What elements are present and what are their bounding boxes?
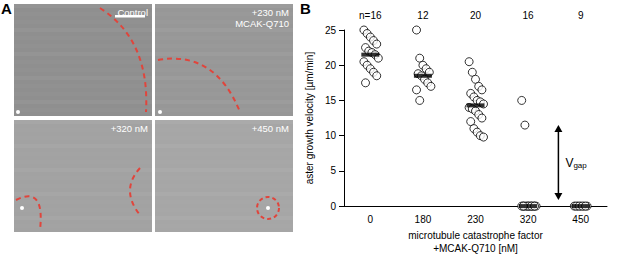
svg-text:0: 0: [330, 201, 336, 212]
svg-text:9: 9: [578, 10, 584, 21]
svg-text:5: 5: [330, 165, 336, 176]
svg-text:20: 20: [325, 60, 337, 71]
svg-text:+230 nM: +230 nM: [252, 7, 289, 18]
svg-text:25: 25: [325, 25, 337, 36]
svg-text:0: 0: [368, 214, 374, 225]
svg-text:+MCAK-Q710 [nM]: +MCAK-Q710 [nM]: [433, 243, 518, 254]
svg-text:15: 15: [325, 95, 337, 106]
svg-text:12: 12: [417, 10, 429, 21]
svg-text:450: 450: [572, 214, 589, 225]
svg-text:V: V: [565, 156, 573, 170]
svg-text:MCAK-Q710: MCAK-Q710: [235, 18, 289, 29]
svg-text:+450 nM: +450 nM: [252, 123, 289, 134]
svg-text:180: 180: [415, 214, 432, 225]
svg-text:16: 16: [523, 10, 535, 21]
svg-text:+320 nM: +320 nM: [111, 123, 148, 134]
svg-text:microtubule catastrophe factor: microtubule catastrophe factor: [408, 230, 543, 241]
svg-text:20: 20: [470, 10, 482, 21]
svg-text:Control: Control: [117, 7, 148, 18]
svg-text:aster growth velocity [µm/min]: aster growth velocity [µm/min]: [304, 52, 315, 185]
svg-text:n=16: n=16: [359, 10, 382, 21]
svg-text:230: 230: [467, 214, 484, 225]
svg-text:10: 10: [325, 130, 337, 141]
html-text:B: B: [300, 0, 311, 17]
svg-text:gap: gap: [573, 161, 587, 170]
svg-text:320: 320: [520, 214, 537, 225]
html-text:A: A: [1, 0, 12, 17]
